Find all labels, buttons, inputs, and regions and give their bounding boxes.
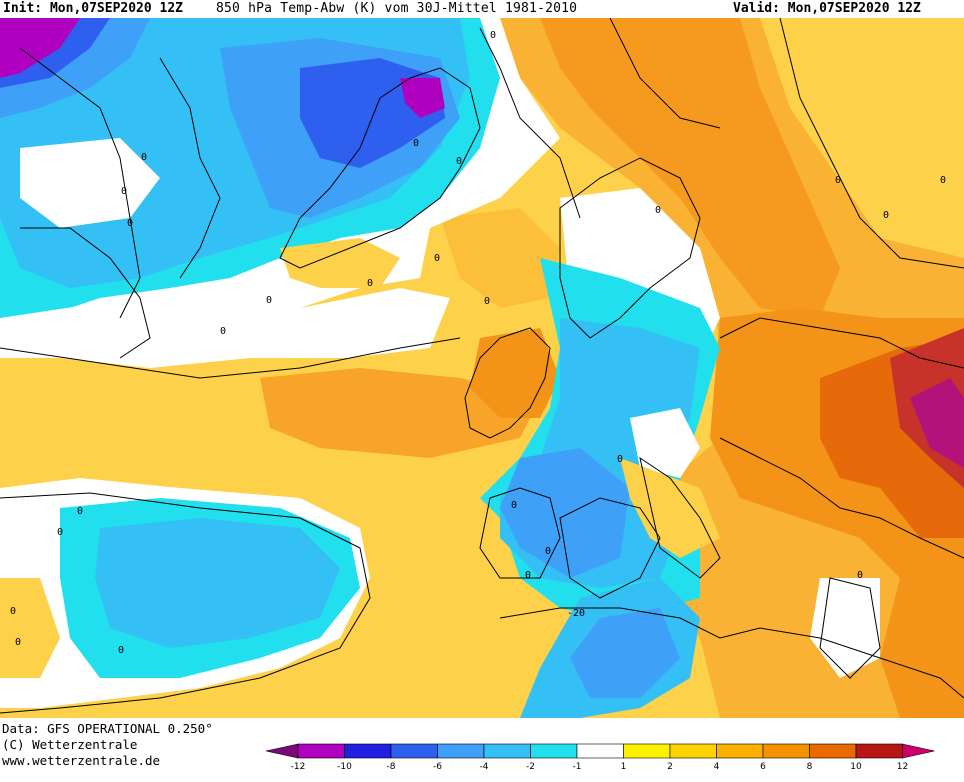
anomaly-field-neg6-neg4-iberia-france <box>500 448 630 578</box>
contour-label: -20 <box>567 608 585 619</box>
scale-box <box>437 743 485 759</box>
scale-tick-label: 1 <box>621 762 627 772</box>
anomaly-field-neg12-canada <box>0 18 80 78</box>
anomaly-field-neg10-greenland <box>400 78 445 118</box>
contour-label: 0 <box>77 506 83 517</box>
anomaly-field-neg1-1-canary <box>0 578 60 678</box>
contour-label: 0 <box>220 326 226 337</box>
anomaly-field-neg2-neg1-north-atlantic <box>0 288 450 368</box>
scale-tick-label: -2 <box>526 762 535 772</box>
contour-label: 0 <box>525 570 531 581</box>
contour-label: 0 <box>434 253 440 264</box>
coastlines <box>19 18 964 699</box>
contour-label: 0 <box>266 295 272 306</box>
contour-label: 0 <box>545 546 551 557</box>
scale-box <box>855 743 903 759</box>
contour-label: 0 <box>118 645 124 656</box>
map-title: 850 hPa Temp-Abw (K) vom 30J-Mittel 1981… <box>216 1 578 16</box>
scale-box <box>344 743 392 759</box>
contour-label: 0 <box>413 138 419 149</box>
contour-label: 0 <box>127 218 133 229</box>
scale-tick-label: 12 <box>897 762 908 772</box>
scale-tick-label: -12 <box>291 762 306 772</box>
scale-tick-label: -6 <box>433 762 442 772</box>
anomaly-field-12-turkey <box>910 378 964 468</box>
contour-label: 0 <box>857 570 863 581</box>
contour-label: 0 <box>10 606 16 617</box>
contour-label: 0 <box>141 152 147 163</box>
color-scale: -12 -10 -8 -6 -4 -2 -1 1 2 4 6 8 10 12 <box>265 743 935 772</box>
anomaly-field-neg4-neg2-mid-atlantic <box>95 518 340 648</box>
copyright: (C) Wetterzentrale <box>2 737 138 752</box>
scale-tick-label: 6 <box>760 762 766 772</box>
scale-box <box>297 743 345 759</box>
contour-label: 0 <box>367 278 373 289</box>
scale-tick-label: -4 <box>480 762 489 772</box>
scale-box <box>483 743 531 759</box>
scale-tick-label: 2 <box>667 762 673 772</box>
anomaly-field-4-6-barents <box>440 208 560 308</box>
contour-label: 0 <box>883 210 889 221</box>
anomaly-field-6-8-uk <box>470 328 560 418</box>
contour-label: 0 <box>456 156 462 167</box>
scale-tick-label: 8 <box>807 762 813 772</box>
contour-label: 0 <box>121 186 127 197</box>
website-url: www.wetterzentrale.de <box>2 753 161 768</box>
scale-arrow-low <box>265 743 299 759</box>
anomaly-field-neg4-neg2-mediterranean <box>570 608 680 698</box>
contour-label: 0 <box>15 637 21 648</box>
scale-box <box>762 743 810 759</box>
contour-label: 0 <box>617 454 623 465</box>
temperature-anomaly-map: 0 0 0 0 0 0 0 0 0 0 0 0 0 0 0 0 0 0 0 0 … <box>0 18 964 718</box>
scale-box <box>530 743 578 759</box>
anomaly-field-2-4-denmark-strait <box>280 238 400 288</box>
contour-label: 0 <box>490 30 496 41</box>
scale-tick-label: -8 <box>387 762 396 772</box>
contour-label: 0 <box>940 175 946 186</box>
contour-label: 0 <box>835 175 841 186</box>
scale-tick-label: 4 <box>714 762 720 772</box>
scale-tick-label: -1 <box>573 762 582 772</box>
contour-label: 0 <box>484 296 490 307</box>
anomaly-field-neg1-1-egypt <box>810 578 880 678</box>
init-time: Init: Mon,07SEP2020 12Z <box>3 1 184 16</box>
scale-box <box>390 743 438 759</box>
contour-label: 0 <box>57 527 63 538</box>
zero-contours <box>0 27 881 714</box>
scale-tick-label: 10 <box>850 762 862 772</box>
scale-box <box>669 743 717 759</box>
scale-arrow-high <box>902 743 935 759</box>
scale-box <box>576 743 624 759</box>
scale-box <box>716 743 764 759</box>
contour-labels: 0 0 0 0 0 0 0 0 0 0 0 0 0 0 0 0 0 0 0 0 … <box>10 30 946 656</box>
contour-label: 0 <box>655 205 661 216</box>
anomaly-field-neg1-1-labrador <box>20 138 160 228</box>
scale-box <box>809 743 857 759</box>
contour-label: 0 <box>511 500 517 511</box>
data-source: Data: GFS OPERATIONAL 0.250° <box>2 721 213 736</box>
anomaly-field-neg1-1-alps <box>630 408 700 478</box>
anomaly-field-2-4-italy <box>620 458 720 558</box>
anomaly-field-6-8-atlantic <box>260 368 540 458</box>
scale-tick-label: -10 <box>337 762 352 772</box>
scale-box <box>623 743 671 759</box>
anomaly-field-6-8-scandinavia <box>540 18 840 318</box>
valid-time: Valid: Mon,07SEP2020 12Z <box>733 1 921 16</box>
